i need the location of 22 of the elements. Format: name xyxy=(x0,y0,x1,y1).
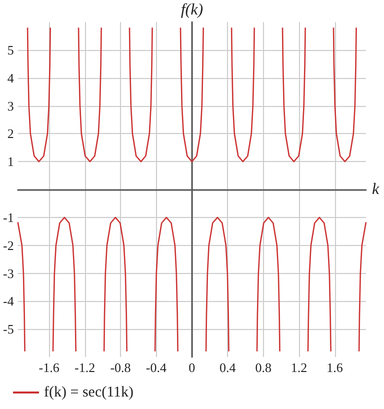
x-tick-label: 0.8 xyxy=(255,360,272,375)
legend-label: f(k) = sec(11k) xyxy=(44,384,134,400)
y-tick-label: 4 xyxy=(7,70,14,86)
y-tick-label: -4 xyxy=(2,294,14,309)
y-tick-label: 2 xyxy=(7,126,14,142)
y-axis-title: f(k) xyxy=(180,2,204,18)
x-tick-label: -0.8 xyxy=(110,360,131,375)
x-tick-label: 0.4 xyxy=(220,360,236,375)
y-tick-label: -1 xyxy=(2,210,14,225)
y-tick-label: -2 xyxy=(2,238,14,253)
x-tick-label: 1.2 xyxy=(290,360,308,375)
y-tick-label: 3 xyxy=(7,98,14,114)
y-tick-label: 1 xyxy=(7,154,14,170)
x-tick-label: 0 xyxy=(188,360,196,375)
y-tick-label: 5 xyxy=(7,42,14,58)
x-tick-label: -1.2 xyxy=(74,360,96,375)
x-tick-label: -1.6 xyxy=(38,360,60,375)
x-axis-title: k xyxy=(372,181,380,198)
x-tick-label: -0.4 xyxy=(146,360,167,375)
x-tick-label: 1.6 xyxy=(326,360,344,375)
y-tick-label: -3 xyxy=(2,266,14,281)
y-tick-label: -5 xyxy=(2,322,14,337)
